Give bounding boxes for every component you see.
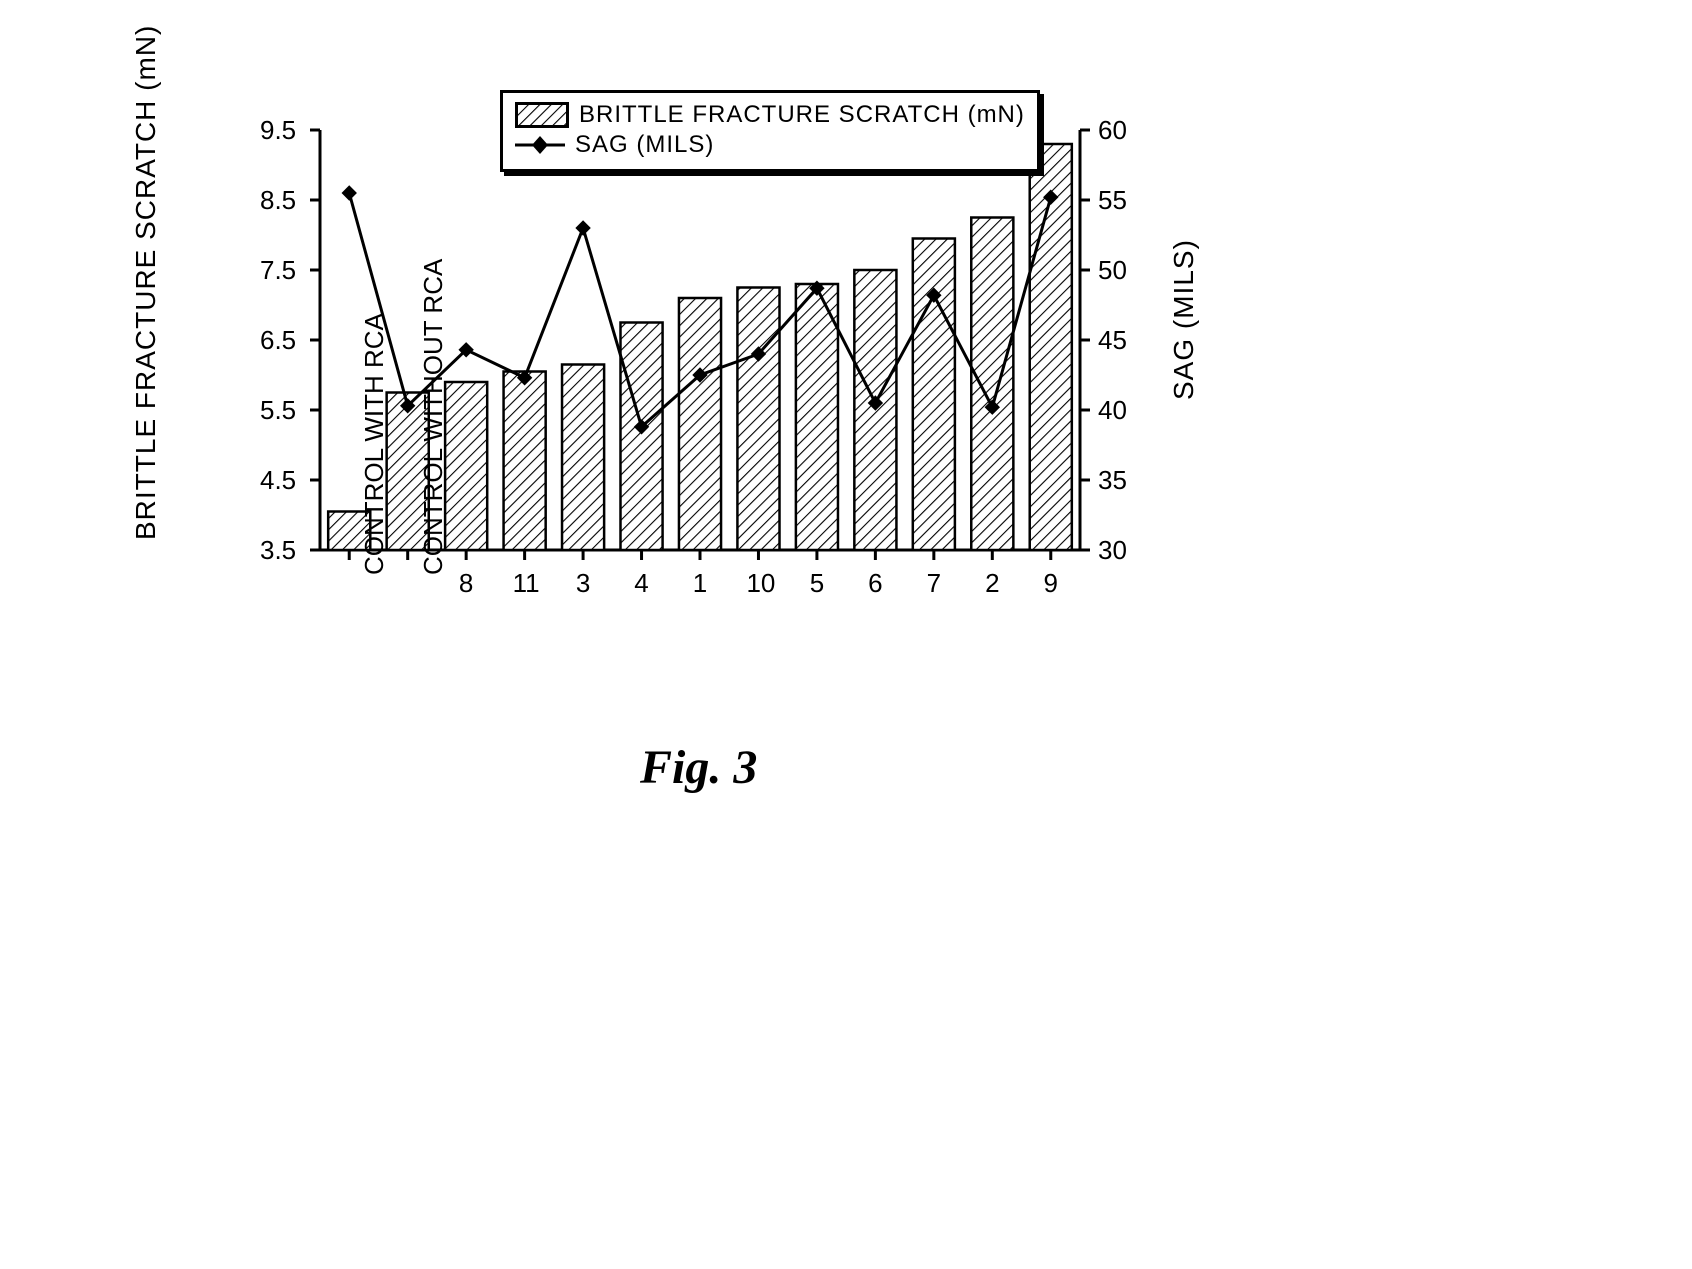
legend-label-bars: BRITTLE FRACTURE SCRATCH (mN) (579, 101, 1025, 129)
y-left-tick-label: 5.5 (260, 395, 296, 426)
x-tick-label: 7 (922, 568, 946, 599)
y-left-tick-label: 8.5 (260, 185, 296, 216)
chart-container: BRITTLE FRACTURE SCRATCH (mN) SAG (MILS)… (100, 90, 1200, 615)
x-tick-label: 1 (688, 568, 712, 599)
y-left-tick-label: 4.5 (260, 465, 296, 496)
legend-swatch-hatch-icon (515, 102, 569, 128)
x-tick-label: 5 (805, 568, 829, 599)
figure-caption: Fig. 3 (640, 740, 757, 795)
legend-line-marker-icon (515, 134, 565, 156)
x-tick-label: 11 (513, 568, 537, 599)
x-tick-label: 4 (630, 568, 654, 599)
y-right-tick-label: 45 (1098, 325, 1127, 356)
y-right-tick-label: 35 (1098, 465, 1127, 496)
x-tick-label: 2 (980, 568, 1004, 599)
y-left-tick-label: 6.5 (260, 325, 296, 356)
y-right-tick-label: 50 (1098, 255, 1127, 286)
y-right-tick-label: 60 (1098, 115, 1127, 146)
y-axis-right-label: SAG (MILS) (1168, 239, 1200, 400)
legend: BRITTLE FRACTURE SCRATCH (mN) SAG (MILS) (500, 90, 1040, 172)
y-left-tick-label: 9.5 (260, 115, 296, 146)
x-tick-label: 3 (571, 568, 595, 599)
x-tick-label: 10 (746, 568, 770, 599)
x-tick-label: CONTROL WITH RCA (359, 313, 390, 575)
x-tick-label: CONTROL WITHOUT RCA (418, 259, 449, 575)
y-left-tick-label: 3.5 (260, 535, 296, 566)
y-left-tick-label: 7.5 (260, 255, 296, 286)
y-axis-left-label: BRITTLE FRACTURE SCRATCH (mN) (130, 25, 162, 540)
x-tick-label: 9 (1039, 568, 1063, 599)
legend-row-bars: BRITTLE FRACTURE SCRATCH (mN) (515, 101, 1025, 129)
y-right-tick-label: 55 (1098, 185, 1127, 216)
y-right-tick-label: 40 (1098, 395, 1127, 426)
legend-row-line: SAG (MILS) (515, 131, 1025, 159)
legend-label-line: SAG (MILS) (575, 131, 714, 159)
x-tick-label: 8 (454, 568, 478, 599)
page: BRITTLE FRACTURE SCRATCH (mN) SAG (MILS)… (0, 0, 1692, 1269)
x-tick-label: 6 (863, 568, 887, 599)
y-right-tick-label: 30 (1098, 535, 1127, 566)
